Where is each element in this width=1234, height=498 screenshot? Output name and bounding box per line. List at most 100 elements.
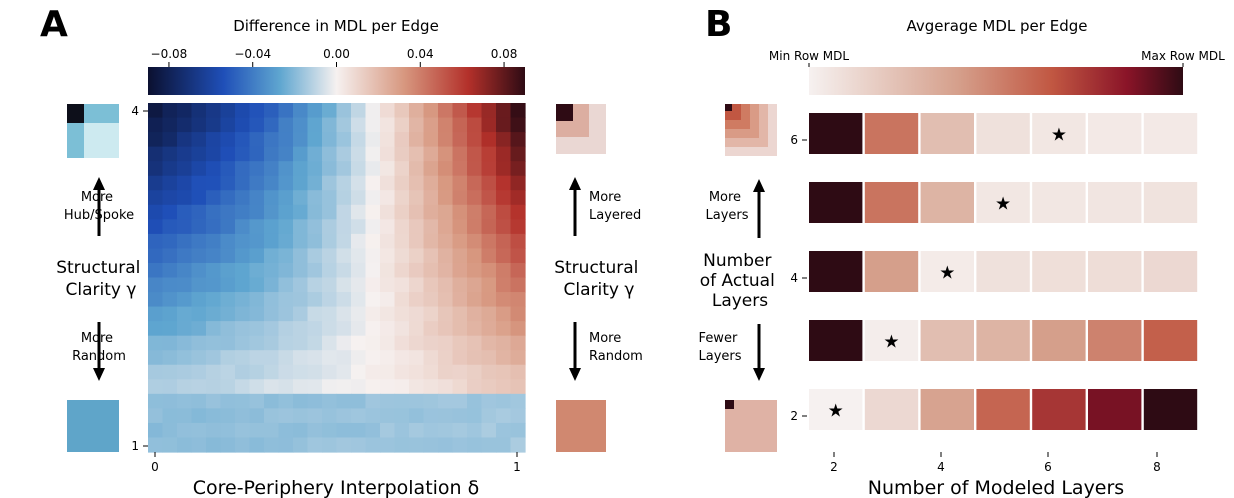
heatmap-cell — [467, 422, 483, 439]
heatmap-cell — [177, 175, 193, 191]
heatmap-cell — [235, 335, 251, 351]
heatmap-cell — [220, 422, 236, 439]
heatmap-cell — [496, 103, 512, 119]
heatmap-cell — [191, 393, 207, 409]
heatmap-cell — [365, 161, 381, 177]
heatmap-cell — [177, 132, 193, 148]
heatmap-cell — [336, 161, 352, 177]
heatmap-cell — [177, 190, 193, 206]
heatmap-cell — [148, 350, 164, 366]
panel-a-colorbar — [148, 67, 525, 95]
heatmap-cell — [510, 248, 526, 264]
heatmap-cell — [336, 350, 352, 366]
arrow-up-icon — [569, 177, 581, 236]
heatmap-cell — [220, 219, 236, 235]
heatmap-cell — [249, 292, 265, 308]
heatmap-cell — [307, 408, 323, 424]
heatmap-cell — [423, 132, 439, 148]
heatmap-cell — [249, 117, 265, 133]
heatmap-cell — [380, 408, 396, 424]
grid-cell — [809, 113, 863, 154]
heatmap-cell — [206, 437, 222, 453]
heatmap-cell — [293, 204, 309, 220]
heatmap-cell — [278, 117, 294, 133]
heatmap-cell — [293, 233, 309, 250]
heatmap-cell — [409, 350, 425, 366]
grid-cell — [976, 182, 1030, 223]
heatmap-cell — [394, 233, 410, 250]
grid-cell — [920, 113, 974, 154]
heatmap-cell — [438, 408, 454, 424]
heatmap-cell — [481, 292, 497, 308]
star-icon: ★ — [828, 401, 844, 422]
heatmap-cell — [394, 103, 410, 119]
grid-cell — [1088, 182, 1142, 223]
heatmap-cell — [307, 277, 323, 293]
heatmap-cell — [365, 379, 381, 395]
heatmap-cell — [148, 335, 164, 351]
heatmap-cell — [394, 393, 410, 409]
heatmap-cell — [322, 350, 338, 366]
heatmap-cell — [336, 393, 352, 409]
heatmap-cell — [351, 103, 367, 119]
heatmap-cell — [220, 103, 236, 119]
heatmap-cell — [264, 204, 280, 220]
heatmap-cell — [467, 437, 483, 453]
grid-cell — [809, 320, 863, 361]
heatmap-cell — [177, 204, 193, 220]
heatmap-cell — [249, 204, 265, 220]
heatmap-cell — [438, 161, 454, 177]
heatmap-cell — [235, 146, 251, 162]
heatmap-cell — [191, 335, 207, 351]
heatmap-cell — [249, 146, 265, 162]
heatmap-cell — [148, 277, 164, 293]
heatmap-cell — [496, 219, 512, 235]
heatmap-cell — [467, 292, 483, 308]
heatmap-cell — [307, 103, 323, 119]
heatmap-cell — [220, 248, 236, 264]
heatmap-cell — [307, 233, 323, 250]
heatmap-cell — [235, 219, 251, 235]
colorbar-tick-label: −0.04 — [234, 47, 271, 61]
heatmap-cell — [191, 204, 207, 220]
heatmap-cell — [423, 350, 439, 366]
heatmap-cell — [235, 408, 251, 424]
heatmap-cell — [467, 306, 483, 322]
heatmap-cell — [307, 379, 323, 395]
heatmap-cell — [365, 175, 381, 191]
heatmap-cell — [162, 132, 178, 148]
heatmap-cell — [496, 190, 512, 206]
heatmap-cell — [394, 248, 410, 264]
heatmap-cell — [423, 422, 439, 439]
heatmap-cell — [177, 379, 193, 395]
grid-cell — [864, 251, 919, 292]
heatmap-cell — [162, 175, 178, 191]
heatmap-cell — [177, 350, 193, 366]
panel-a-y-tick: 1 — [131, 439, 139, 453]
heatmap-cell — [438, 277, 454, 293]
heatmap-cell — [293, 103, 309, 119]
heatmap-cell — [249, 175, 265, 191]
heatmap-cell — [220, 146, 236, 162]
heatmap-cell — [220, 233, 236, 250]
heatmap-cell — [510, 422, 526, 439]
heatmap-cell — [336, 408, 352, 424]
heatmap-cell — [206, 103, 222, 119]
heatmap-cell — [438, 233, 454, 250]
heatmap-cell — [293, 306, 309, 322]
heatmap-cell — [496, 306, 512, 322]
heatmap-cell — [336, 248, 352, 264]
heatmap-cell — [351, 262, 367, 279]
heatmap-cell — [162, 292, 178, 308]
heatmap-cell — [394, 408, 410, 424]
heatmap-cell — [336, 190, 352, 206]
heatmap-cell — [191, 379, 207, 395]
heatmap-cell — [148, 364, 164, 380]
heatmap-cell — [148, 306, 164, 322]
colorbar-tick-label: 0.00 — [323, 47, 350, 61]
heatmap-cell — [423, 190, 439, 206]
panel-b-x-tick: 4 — [937, 460, 945, 474]
heatmap-cell — [162, 277, 178, 293]
heatmap-cell — [423, 161, 439, 177]
heatmap-cell — [380, 422, 396, 439]
